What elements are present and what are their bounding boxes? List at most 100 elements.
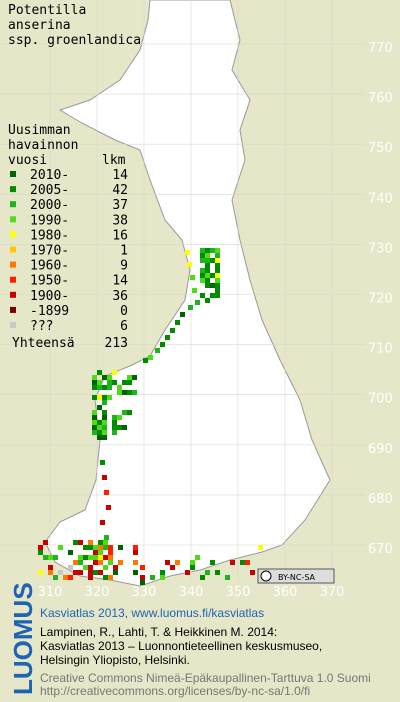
legend-count: 9 <box>120 259 128 274</box>
grid-cell <box>93 560 98 565</box>
grid-cell <box>103 555 108 560</box>
legend-label: 1980- <box>30 228 69 243</box>
title-line: Potentilla <box>8 3 86 18</box>
grid-cell <box>205 248 210 253</box>
grid-cell <box>132 390 137 395</box>
grid-cell <box>78 560 83 565</box>
grid-cell <box>73 560 78 565</box>
grid-cell <box>215 258 220 263</box>
grid-cell <box>180 312 185 317</box>
grid-cell <box>97 380 102 385</box>
legend-count: 6 <box>120 319 128 334</box>
grid-cell <box>215 288 220 293</box>
atlas-link[interactable]: Kasviatlas 2013, www.luomus.fi/kasviatla… <box>40 606 264 620</box>
grid-cell <box>92 395 97 400</box>
grid-cell <box>160 570 165 575</box>
y-grid-label: 710 <box>368 342 393 357</box>
grid-cell <box>117 425 122 430</box>
grid-cell <box>98 555 103 560</box>
grid-cell <box>185 250 190 255</box>
grid-cell <box>140 575 145 580</box>
total-value: 213 <box>105 336 128 351</box>
grid-cell <box>175 320 180 325</box>
grid-cell <box>92 410 97 415</box>
grid-cell <box>215 263 220 268</box>
grid-cell <box>165 560 170 565</box>
citation-line: Lampinen, R., Lahti, T. & Heikkinen M. 2… <box>40 625 277 639</box>
legend-col: vuosi <box>8 153 47 168</box>
grid-cell <box>38 550 43 555</box>
grid-cell <box>205 283 210 288</box>
grid-cell <box>195 555 200 560</box>
grid-cell <box>78 570 83 575</box>
citation-line: Helsingin Yliopisto, Helsinki. <box>40 653 190 667</box>
grid-cell <box>200 278 205 283</box>
grid-cell <box>127 390 132 395</box>
x-grid-label: 330 <box>132 585 157 600</box>
grid-cell <box>106 505 111 510</box>
legend-swatch <box>10 306 16 313</box>
legend-count: 16 <box>112 228 128 243</box>
title-line: ssp. groenlandica <box>8 33 141 48</box>
legend-swatch <box>10 322 16 328</box>
grid-cell <box>102 430 107 435</box>
legend-swatch <box>10 261 16 268</box>
grid-cell <box>63 575 68 580</box>
grid-cell <box>143 358 148 363</box>
grid-cell <box>200 293 205 298</box>
y-grid-label: 740 <box>368 191 393 206</box>
legend-label: 1900- <box>30 289 69 304</box>
legend-label: 1990- <box>30 213 69 228</box>
legend-label: 2000- <box>30 198 69 213</box>
grid-cell <box>200 575 205 580</box>
grid-cell <box>108 560 113 565</box>
grid-cell <box>97 385 102 390</box>
grid-cell <box>108 550 113 555</box>
logo: LUOMUS <box>8 582 38 695</box>
legend-swatch <box>10 171 16 177</box>
y-grid-label: 670 <box>368 542 393 557</box>
grid-cell <box>117 390 122 395</box>
grid-cell <box>230 560 235 565</box>
legend-swatch <box>10 291 16 298</box>
legend-heading: Uusimman <box>8 123 71 138</box>
grid-cell <box>88 570 93 575</box>
grid-cell <box>245 560 250 565</box>
y-grid-label: 720 <box>368 292 393 307</box>
grid-cell <box>190 560 195 565</box>
legend-count: 0 <box>120 304 128 319</box>
grid-cell <box>215 293 220 298</box>
grid-cell <box>127 380 132 385</box>
grid-cell <box>225 575 230 580</box>
grid-cell <box>102 435 107 440</box>
grid-cell <box>102 420 107 425</box>
legend-label: 2010- <box>30 168 69 183</box>
grid-cell <box>205 278 210 283</box>
grid-cell <box>68 565 73 570</box>
grid-cell <box>38 570 43 575</box>
grid-cell <box>188 305 193 310</box>
grid-cell <box>93 545 98 550</box>
grid-cell <box>88 575 93 580</box>
grid-cell <box>102 375 107 380</box>
grid-cell <box>118 560 123 565</box>
grid-cell <box>92 425 97 430</box>
grid-cell <box>98 570 103 575</box>
grid-cell <box>133 550 138 555</box>
legend-label: -1899 <box>30 304 69 319</box>
grid-cell <box>102 395 107 400</box>
legend-count: 36 <box>112 289 128 304</box>
legend-swatch <box>10 276 16 283</box>
grid-cell <box>160 342 165 347</box>
grid-cell <box>93 550 98 555</box>
grid-cell <box>104 490 109 495</box>
grid-cell <box>190 565 195 570</box>
legend-count: 37 <box>112 198 128 213</box>
y-grid-label: 680 <box>368 492 393 507</box>
grid-cell <box>38 545 43 550</box>
grid-cell <box>132 375 137 380</box>
grid-cell <box>73 570 78 575</box>
grid-cell <box>133 560 138 565</box>
grid-cell <box>88 565 93 570</box>
